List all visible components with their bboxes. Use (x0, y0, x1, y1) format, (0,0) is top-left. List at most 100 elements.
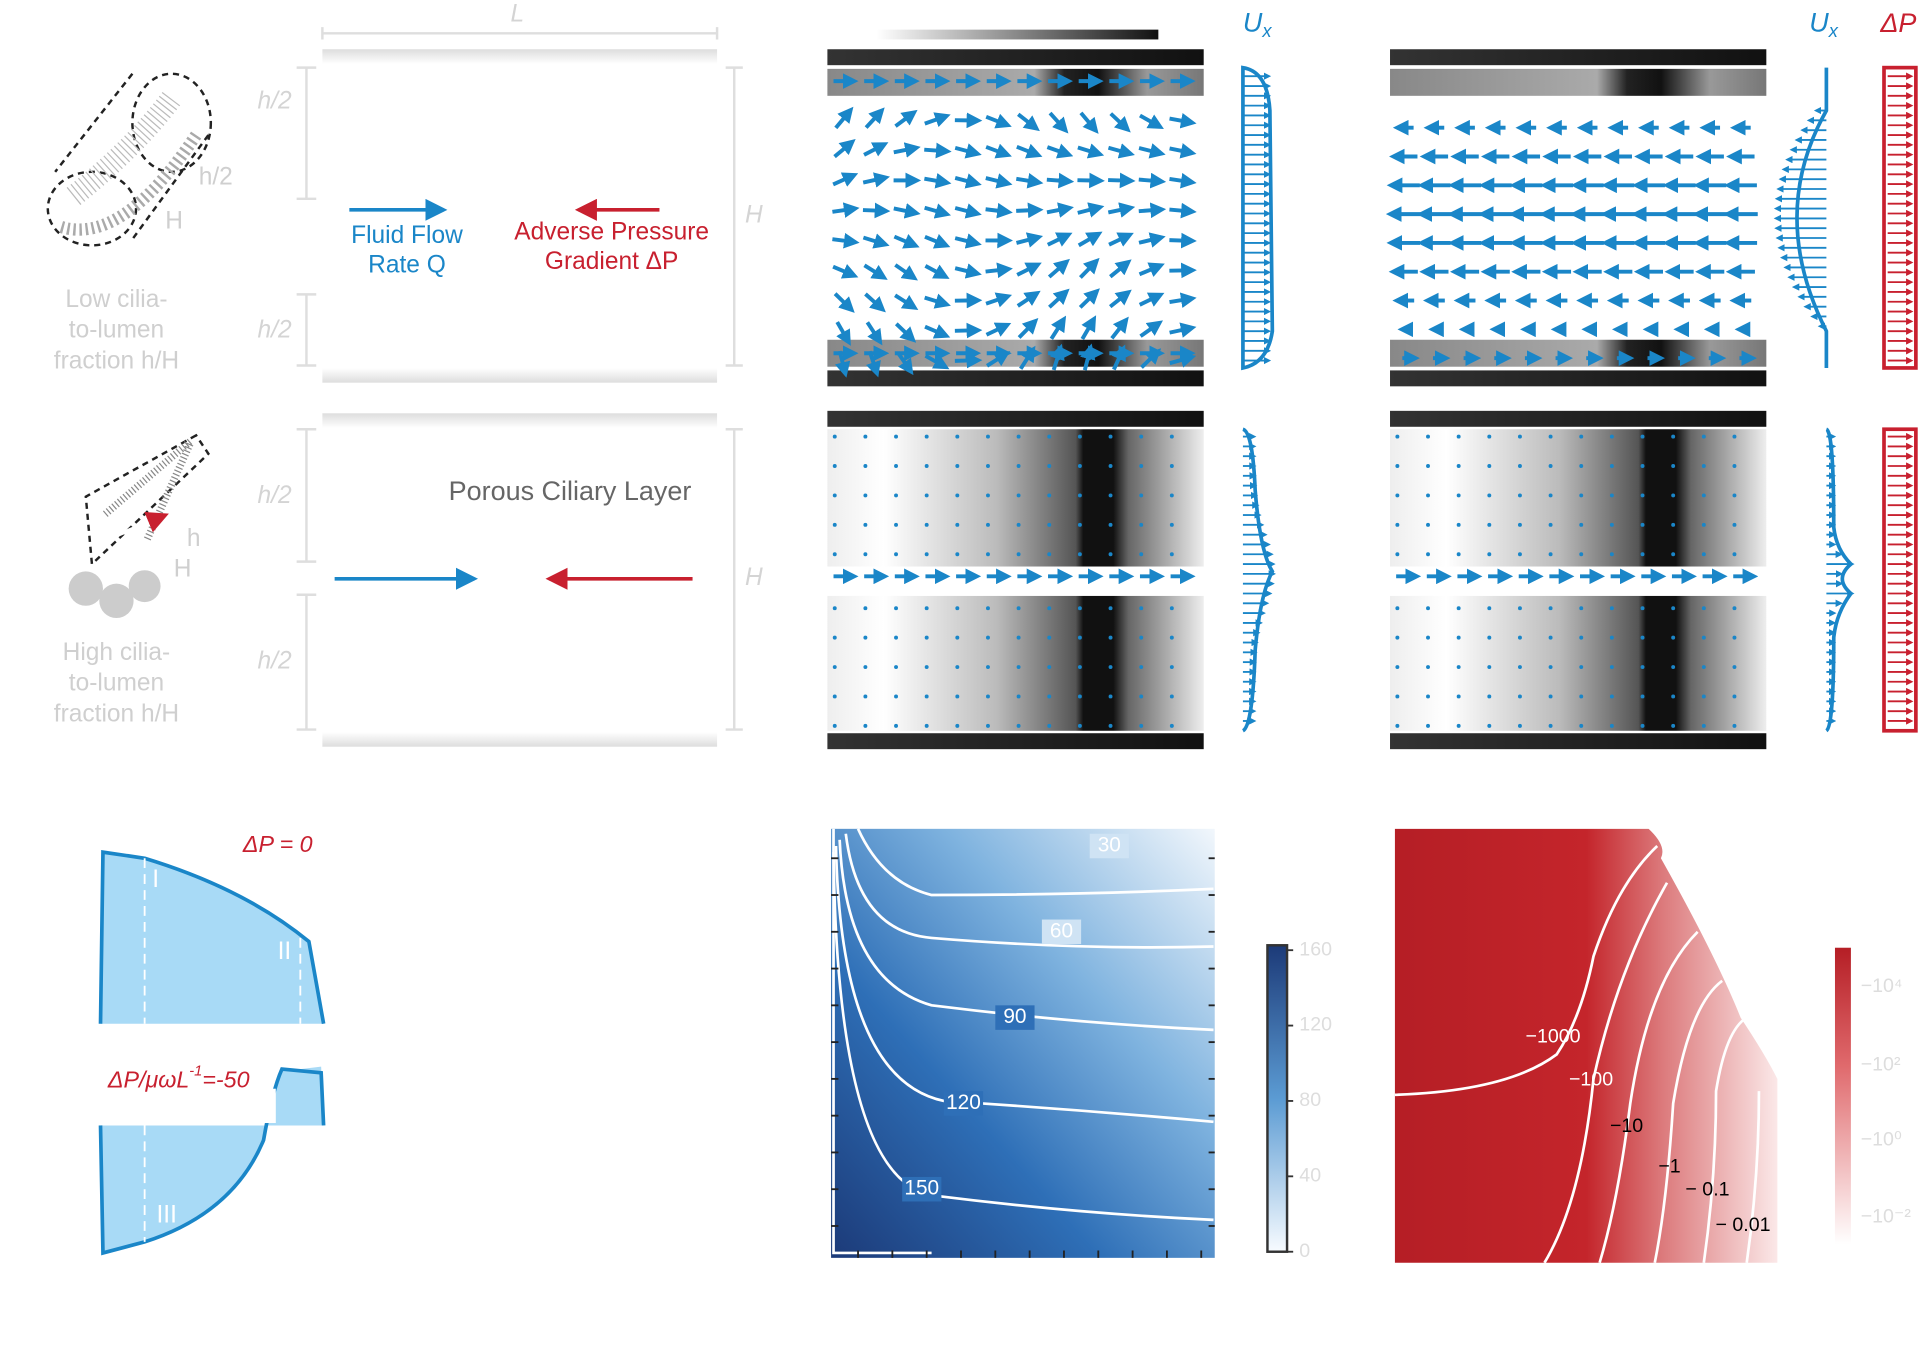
vector-dot (955, 493, 960, 498)
vector-dot (1671, 694, 1676, 699)
vector-dot (1671, 723, 1676, 728)
vector-dot (1077, 464, 1082, 468)
vector-dot (1108, 665, 1113, 669)
vector-dot (1609, 606, 1614, 611)
vector-dot (863, 635, 868, 640)
vector-dot (894, 606, 898, 611)
vector-dot (894, 552, 898, 557)
vector-arrow (1046, 172, 1075, 189)
vector-dot (1640, 635, 1645, 640)
vector-arrow (924, 293, 951, 309)
vector-dot (1548, 606, 1553, 611)
velocity-label: Ux (1243, 8, 1272, 41)
vector-dot (1671, 665, 1676, 669)
vector-dot (863, 694, 868, 699)
vector-dot (1139, 635, 1144, 640)
vector-dot (1609, 434, 1614, 439)
vector-arrow (1016, 290, 1041, 308)
vector-arrow (893, 203, 921, 219)
vector-dot (1047, 665, 1052, 669)
vector-arrow (1107, 202, 1136, 218)
vector-dot (1395, 434, 1400, 439)
vector-dot (1139, 606, 1144, 611)
vector-arrow (985, 262, 1013, 279)
vector-arrow (954, 143, 982, 159)
colorbar-tick-label: 80 (1299, 1089, 1321, 1111)
vector-arrow (1015, 232, 1044, 248)
vector-arrow (1047, 258, 1070, 279)
flow-fields (827, 29, 1918, 750)
vector-dot (1671, 552, 1676, 557)
vector-dot (1548, 635, 1553, 640)
vector-arrow (1169, 112, 1197, 129)
vector-dot (1395, 464, 1400, 468)
vector-dot (863, 665, 868, 669)
vector-dot (986, 606, 990, 611)
vector-dot (1047, 493, 1052, 498)
vector-dot (1139, 552, 1144, 557)
vector-dot (1077, 665, 1082, 669)
vector-dot (1548, 665, 1553, 669)
vector-dot (1108, 434, 1113, 439)
height-label: H (745, 201, 763, 228)
vector-dot (894, 493, 898, 498)
vector-dot (1077, 434, 1082, 439)
vector-arrow (924, 264, 950, 279)
vector-dot (1579, 606, 1584, 611)
vector-dot (1579, 464, 1584, 468)
vector-arrow (865, 321, 883, 346)
vector-dot (1548, 464, 1553, 468)
vector-arrow (985, 143, 1012, 159)
vector-dot (1640, 434, 1645, 439)
caption-line: fraction h/H (54, 700, 179, 727)
vector-dot (1426, 464, 1430, 468)
vector-dot (1395, 606, 1400, 611)
vector-dot (1456, 723, 1461, 728)
vector-dot (1517, 493, 1522, 498)
vector-dot (832, 606, 837, 611)
vector-dot (924, 493, 929, 498)
vector-arrow (1077, 143, 1105, 159)
vector-arrow (832, 232, 860, 249)
vector-dot (1016, 606, 1021, 611)
vector-dot (894, 635, 898, 640)
vector-dot (1487, 522, 1492, 527)
vector-arrow (864, 292, 886, 313)
vector-dot (1732, 723, 1737, 728)
vector-dot (1609, 493, 1614, 498)
vector-dot (1016, 723, 1021, 728)
channel-schematic (296, 27, 743, 747)
vector-dot (924, 434, 929, 439)
vector-arrow (832, 202, 860, 218)
vector-dot (1701, 434, 1706, 439)
vector-arrow (1138, 292, 1165, 307)
vector-dot (1487, 493, 1492, 498)
vector-arrow (1077, 231, 1103, 248)
contour-label: 60 (1050, 919, 1073, 942)
vector-arrow (985, 292, 1013, 308)
vector-dot (1016, 493, 1021, 498)
vector-dot (955, 522, 960, 527)
contour-label-bg (1089, 833, 1129, 859)
vector-dot (924, 522, 929, 527)
cilia-illustration (46, 72, 213, 619)
vector-dot (1169, 606, 1174, 611)
vector-dot (1426, 665, 1430, 669)
vector-dot (1139, 665, 1144, 669)
caption-line: High cilia- (63, 639, 171, 666)
vector-dot (1732, 635, 1737, 640)
vector-dot (955, 665, 960, 669)
vector-dot (894, 665, 898, 669)
vector-arrow (894, 109, 918, 128)
cilia-h-label: h (187, 525, 201, 552)
vector-dot (1108, 493, 1113, 498)
vector-dot (955, 694, 960, 699)
colorbar-tick-label: −10⁰ (1861, 1128, 1902, 1150)
vector-dot (924, 723, 929, 728)
vector-dot (1108, 464, 1113, 468)
vector-arrow (985, 113, 1012, 129)
vector-dot (1108, 723, 1113, 728)
vector-dot (1395, 635, 1400, 640)
vector-dot (986, 552, 990, 557)
vector-dot (1548, 522, 1553, 527)
